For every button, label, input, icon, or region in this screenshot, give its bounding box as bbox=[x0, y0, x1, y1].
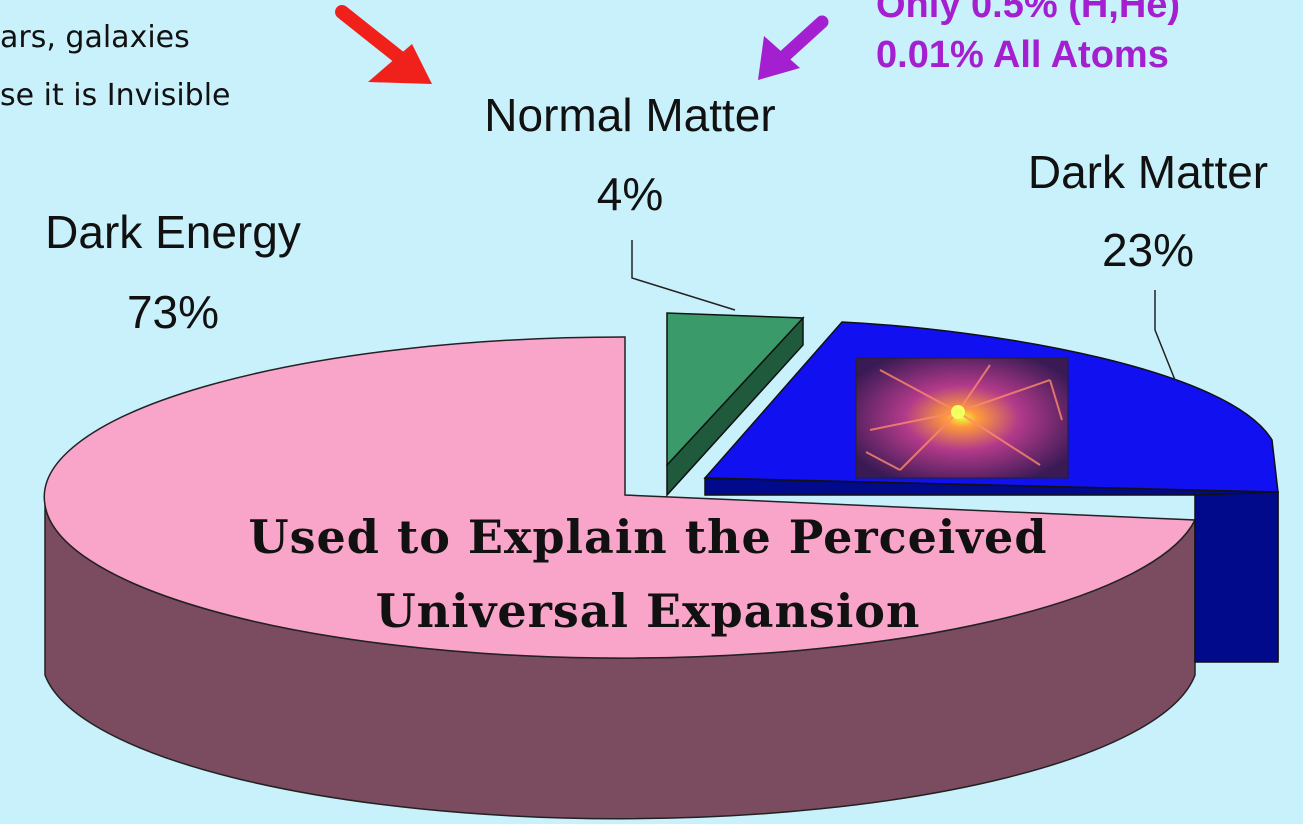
dark-matter-label: Dark Matter bbox=[1027, 146, 1269, 198]
headline-line2: Universal Expansion bbox=[375, 584, 921, 638]
dark-matter-slice-edge bbox=[1194, 491, 1279, 663]
purple-arrow-icon bbox=[758, 15, 829, 80]
dark-matter-value: 23% bbox=[1101, 224, 1195, 276]
note-right-line2: 0.01% All Atoms bbox=[876, 34, 1169, 76]
note-left-line1: ars, galaxies bbox=[0, 20, 190, 55]
dark-energy-value: 73% bbox=[126, 286, 220, 338]
normal-matter-value: 4% bbox=[596, 168, 664, 220]
red-arrow-icon bbox=[335, 5, 432, 84]
normal-matter-slice bbox=[666, 312, 805, 467]
normal-matter-label: Normal Matter bbox=[484, 89, 776, 141]
dark-energy-slice bbox=[43, 336, 1197, 659]
cosmic-web-image bbox=[855, 357, 1069, 479]
note-left-line2: se it is Invisible bbox=[0, 78, 231, 113]
note-right-line1: Only 0.5% (H,He) bbox=[876, 0, 1181, 26]
headline-line1: Used to Explain the Perceived bbox=[248, 510, 1048, 564]
dark-matter-leader-line bbox=[1154, 290, 1176, 381]
normal-matter-leader-line bbox=[631, 240, 736, 311]
dark-energy-label: Dark Energy bbox=[45, 206, 301, 258]
